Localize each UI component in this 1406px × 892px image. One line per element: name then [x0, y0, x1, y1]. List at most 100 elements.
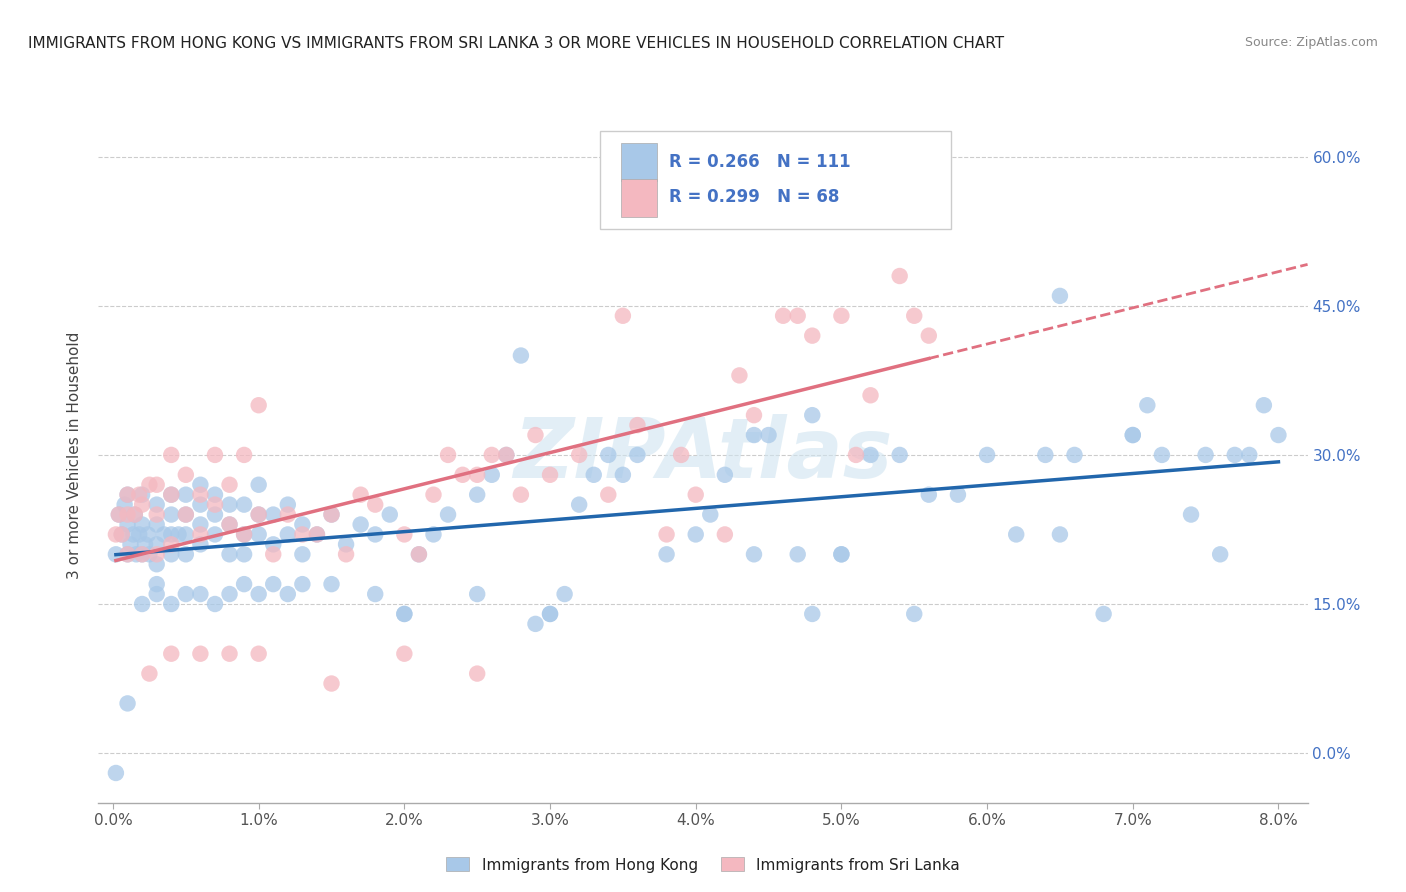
Point: [247, 477, 270, 491]
Point: [233, 527, 256, 541]
Point: [612, 467, 634, 482]
Point: [138, 477, 160, 491]
Point: [451, 467, 474, 482]
Point: [117, 488, 139, 502]
Point: [875, 199, 897, 213]
Point: [976, 448, 998, 462]
Point: [612, 309, 634, 323]
Point: [204, 448, 226, 462]
FancyBboxPatch shape: [600, 131, 950, 229]
Point: [124, 508, 146, 522]
Point: [626, 448, 648, 462]
FancyBboxPatch shape: [621, 178, 657, 217]
Point: [160, 597, 183, 611]
Point: [918, 488, 941, 502]
Text: IMMIGRANTS FROM HONG KONG VS IMMIGRANTS FROM SRI LANKA 3 OR MORE VEHICLES IN HOU: IMMIGRANTS FROM HONG KONG VS IMMIGRANTS …: [28, 36, 1004, 51]
Point: [114, 498, 136, 512]
Point: [394, 527, 416, 541]
Point: [117, 697, 139, 711]
Y-axis label: 3 or more Vehicles in Household: 3 or more Vehicles in Household: [67, 331, 83, 579]
Point: [394, 607, 416, 621]
Point: [481, 467, 503, 482]
Point: [685, 527, 707, 541]
Point: [538, 607, 561, 621]
Point: [918, 328, 941, 343]
Point: [262, 547, 284, 561]
Point: [305, 527, 328, 541]
Point: [136, 527, 159, 541]
Point: [111, 527, 134, 541]
Point: [1063, 448, 1085, 462]
Point: [1092, 607, 1115, 621]
Point: [145, 508, 167, 522]
Point: [174, 587, 197, 601]
Point: [801, 328, 824, 343]
Point: [394, 607, 416, 621]
Point: [120, 537, 142, 551]
Point: [277, 498, 299, 512]
FancyBboxPatch shape: [621, 144, 657, 181]
Point: [190, 647, 212, 661]
Point: [845, 448, 868, 462]
Point: [495, 448, 517, 462]
Point: [437, 448, 460, 462]
Point: [247, 647, 270, 661]
Point: [160, 508, 183, 522]
Point: [190, 477, 212, 491]
Point: [378, 508, 401, 522]
Point: [291, 527, 314, 541]
Point: [247, 398, 270, 412]
Point: [117, 547, 139, 561]
Point: [160, 448, 183, 462]
Point: [218, 498, 240, 512]
Point: [145, 558, 167, 572]
Point: [218, 477, 240, 491]
Point: [218, 517, 240, 532]
Point: [145, 577, 167, 591]
Point: [108, 508, 131, 522]
Point: [1223, 448, 1246, 462]
Point: [714, 527, 737, 541]
Point: [946, 488, 969, 502]
Point: [204, 527, 226, 541]
Point: [108, 508, 131, 522]
Point: [131, 488, 153, 502]
Point: [321, 508, 343, 522]
Point: [903, 309, 925, 323]
Point: [1005, 527, 1028, 541]
Text: R = 0.299   N = 68: R = 0.299 N = 68: [669, 188, 839, 206]
Point: [786, 309, 808, 323]
Point: [1194, 448, 1216, 462]
Point: [153, 527, 176, 541]
Point: [128, 488, 150, 502]
Point: [291, 517, 314, 532]
Point: [233, 448, 256, 462]
Point: [233, 547, 256, 561]
Point: [626, 418, 648, 433]
Point: [1209, 547, 1232, 561]
Point: [131, 547, 153, 561]
Point: [742, 408, 765, 422]
Point: [247, 587, 270, 601]
Point: [104, 547, 127, 561]
Point: [104, 527, 127, 541]
Point: [204, 597, 226, 611]
Point: [277, 587, 299, 601]
Point: [218, 587, 240, 601]
Point: [685, 488, 707, 502]
Point: [174, 547, 197, 561]
Point: [1049, 527, 1071, 541]
Point: [394, 647, 416, 661]
Point: [190, 517, 212, 532]
Point: [247, 527, 270, 541]
Point: [350, 517, 373, 532]
Point: [509, 349, 531, 363]
Point: [160, 647, 183, 661]
Point: [1253, 398, 1275, 412]
Point: [174, 527, 197, 541]
Point: [1267, 428, 1289, 442]
Point: [889, 268, 911, 283]
Point: [772, 309, 794, 323]
Point: [117, 547, 139, 561]
Point: [233, 498, 256, 512]
